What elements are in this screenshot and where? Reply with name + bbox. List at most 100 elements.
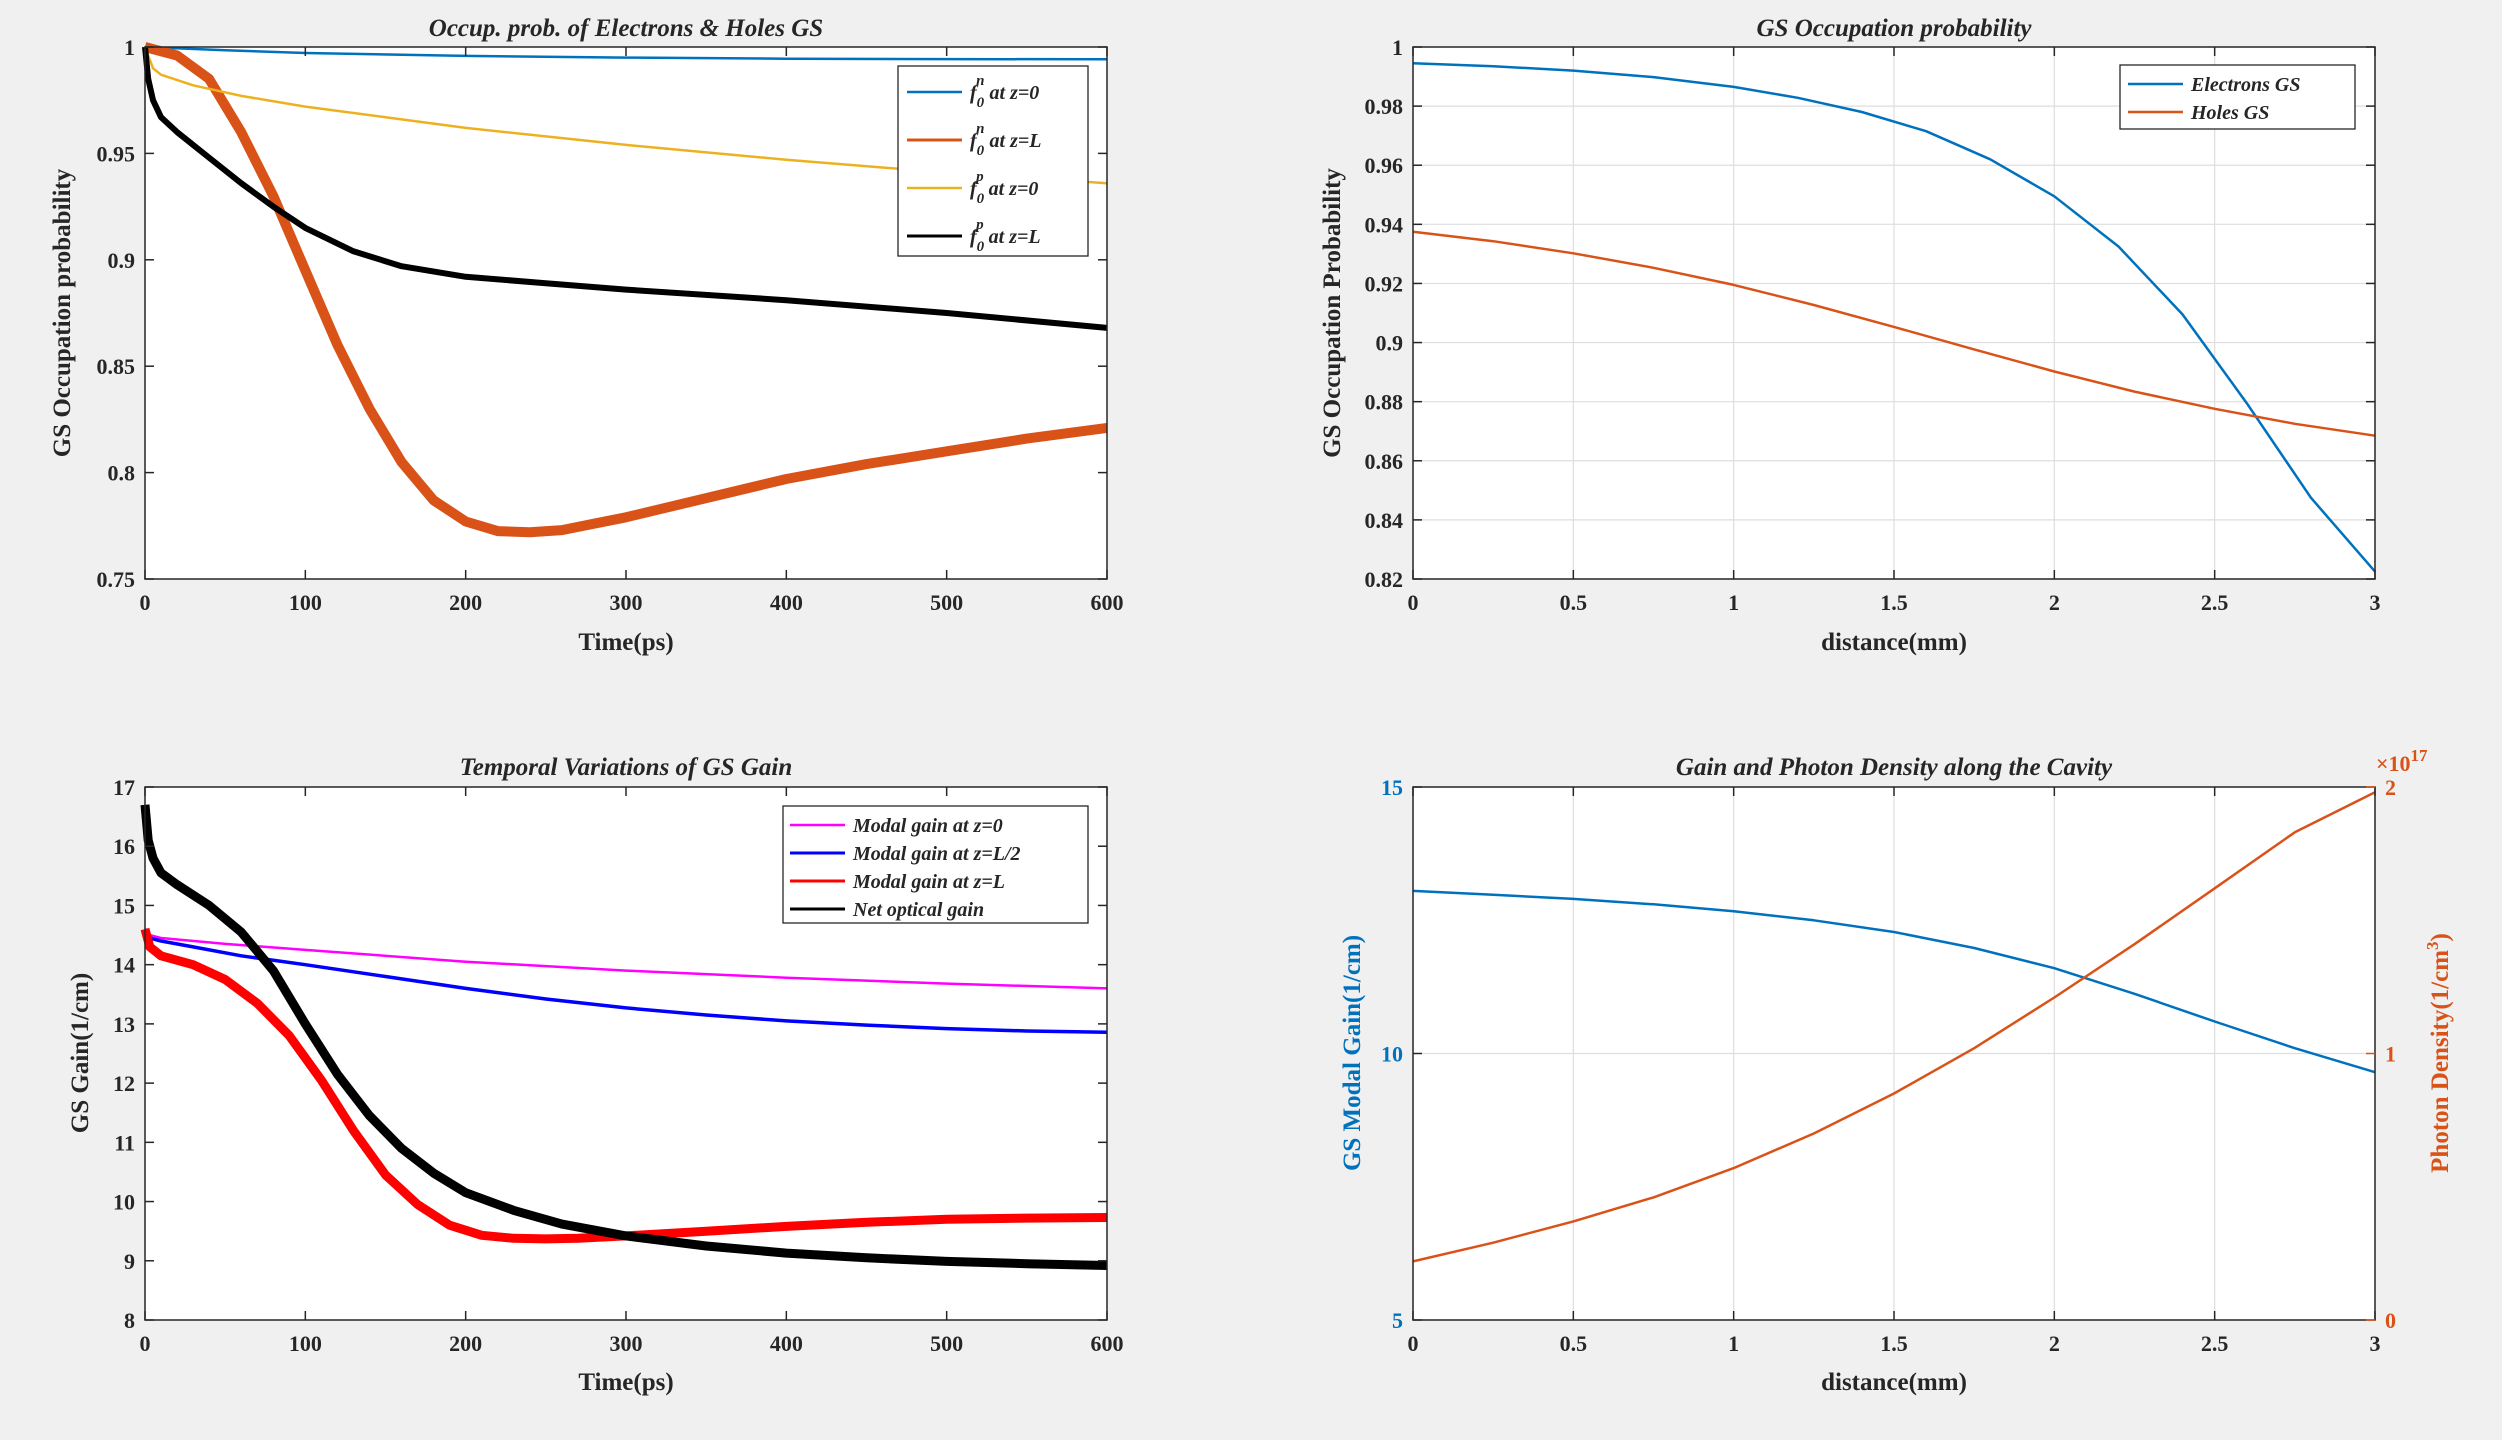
chart-gain-time: 0 100 200 300 400 500 600 8 9 10 11 12 13 14 15 16 17 Te… — [67, 754, 1124, 1396]
legend-label: Modal gain at z=L — [852, 871, 1005, 893]
x-tick-label: 2 — [2049, 590, 2060, 615]
x-axis-label: distance(mm) — [1821, 629, 1967, 656]
series-line-0 — [1412, 62, 2376, 573]
chart-occupation-distance: 0 0.5 1 1.5 2 2.5 3 0.82 0.84 0.86 0.88 0.9 0.92 0.94… — [1319, 15, 2381, 656]
x-tick-label: 500 — [930, 590, 963, 615]
y2-tick-label: 0 — [2385, 1308, 2396, 1333]
y-tick-label: 15 — [1381, 775, 1403, 800]
x-tick-label: 1 — [1728, 590, 1739, 615]
y-tick-label: 10 — [1381, 1042, 1403, 1067]
y-tick-label: 14 — [113, 953, 135, 978]
y-tick-label: 9 — [124, 1249, 135, 1274]
y-tick-label: 0.86 — [1365, 449, 1404, 474]
legend-box — [2119, 64, 2356, 130]
x-tick-label: 1.5 — [1880, 1331, 1908, 1356]
series-line-2 — [143, 46, 1108, 185]
x-tick-label: 0.5 — [1560, 1331, 1588, 1356]
y-tick-label: 0.96 — [1365, 153, 1404, 178]
y-tick-label: 17 — [113, 775, 135, 800]
legend-label: Modal gain at z=0 — [852, 815, 1003, 837]
y-tick-label: 16 — [113, 834, 135, 859]
x-tick-label: 200 — [449, 590, 482, 615]
chart-gain-photon-distance: 0 0.5 1 1.5 2 2.5 3 5 10 15 0 1 2 Gain and Photon De… — [1339, 746, 2454, 1396]
x-tick-label: 2 — [2049, 1331, 2060, 1356]
y-tick-label: 0.82 — [1365, 567, 1404, 592]
legend-label: f0p at z=0 — [970, 169, 1038, 207]
y-tick-label: 0.94 — [1365, 212, 1404, 237]
x-tick-label: 500 — [930, 1331, 963, 1356]
x-axis-label: distance(mm) — [1821, 1369, 1967, 1396]
x-tick-label: 1 — [1728, 1331, 1739, 1356]
y-tick-label: 0.9 — [1376, 331, 1404, 356]
x-axis-label: Time(ps) — [578, 629, 673, 656]
chart-title: Gain and Photon Density along the Cavity — [1676, 754, 2113, 781]
chart-occupation-time: 0 100 200 300 400 500 600 0.75 0.8 0.85 0.9 0.95 1 O… — [49, 15, 1124, 656]
y-tick-label: 13 — [113, 1012, 135, 1037]
series-line-1 — [1412, 230, 2376, 437]
series-line-2 — [140, 927, 1108, 1244]
y-tick-label: 0.92 — [1365, 271, 1404, 296]
y-tick-label: 0.8 — [108, 461, 136, 486]
series-line-1 — [143, 42, 1108, 538]
x-tick-label: 3 — [2370, 590, 2381, 615]
legend-label: Net optical gain — [852, 899, 984, 921]
legend-box — [897, 65, 1089, 257]
x-tick-label: 1.5 — [1880, 590, 1908, 615]
y-axis-label: GS Occupation Probability — [1319, 168, 1346, 458]
x-tick-label: 400 — [770, 1331, 803, 1356]
x-tick-label: 0 — [1408, 590, 1419, 615]
legend-label: f0n at z=L — [970, 121, 1041, 159]
y-tick-label: 0.75 — [97, 567, 136, 592]
x-tick-label: 100 — [289, 1331, 322, 1356]
y2-tick-label: 1 — [2385, 1042, 2396, 1067]
legend: Electrons GS Holes GS — [2119, 64, 2356, 130]
x-tick-label: 100 — [289, 590, 322, 615]
legend-label: Electrons GS — [2190, 74, 2300, 96]
y-tick-label: 5 — [1392, 1308, 1403, 1333]
y-tick-label: 0.85 — [97, 354, 136, 379]
chart-title: Temporal Variations of GS Gain — [460, 754, 792, 781]
y-tick-label: 1 — [124, 35, 135, 60]
y-tick-label: 15 — [113, 893, 135, 918]
y-tick-label: 0.84 — [1365, 508, 1404, 533]
series-line-0 — [144, 45, 1108, 61]
y-tick-label: 0.88 — [1365, 390, 1404, 415]
series-line-0 — [144, 928, 1108, 990]
y-tick-label: 8 — [124, 1308, 135, 1333]
y-axis-label: GS Modal Gain(1/cm) — [1339, 935, 1366, 1171]
series-line-0 — [1412, 889, 2376, 1074]
y2-exponent-label: ×1017 — [2376, 746, 2428, 776]
x-tick-label: 2.5 — [2201, 590, 2229, 615]
y-tick-label: 10 — [113, 1190, 135, 1215]
y2-axis-label: Photon Density(1/cm3) — [2423, 933, 2454, 1173]
x-tick-label: 400 — [770, 590, 803, 615]
series-line-3 — [140, 804, 1108, 1270]
series-line-1 — [1412, 791, 2376, 1263]
legend-label: f0n at z=0 — [970, 73, 1039, 111]
x-tick-label: 0 — [140, 1331, 151, 1356]
chart-title: GS Occupation probability — [1756, 15, 2032, 42]
y-tick-label: 12 — [113, 1071, 135, 1096]
y-tick-label: 1 — [1392, 35, 1403, 60]
series-line-3 — [142, 46, 1108, 331]
y2-tick-label: 2 — [2385, 775, 2396, 800]
x-tick-label: 600 — [1091, 590, 1124, 615]
x-tick-label: 0 — [1408, 1331, 1419, 1356]
x-axis-label: Time(ps) — [578, 1369, 673, 1396]
x-tick-label: 600 — [1091, 1331, 1124, 1356]
x-tick-label: 300 — [610, 1331, 643, 1356]
x-tick-label: 200 — [449, 1331, 482, 1356]
legend: Modal gain at z=0 Modal gain at z=L/2 Moda… — [782, 805, 1089, 924]
x-tick-label: 0 — [140, 590, 151, 615]
x-tick-label: 300 — [610, 590, 643, 615]
x-tick-label: 0.5 — [1560, 590, 1588, 615]
legend-label: Modal gain at z=L/2 — [852, 843, 1021, 865]
series-line-1 — [143, 928, 1108, 1034]
y-tick-label: 11 — [114, 1130, 135, 1155]
y-axis-label: GS Occupation probability — [49, 168, 76, 457]
chart-title: Occup. prob. of Electrons & Holes GS — [429, 15, 823, 42]
x-tick-label: 3 — [2370, 1331, 2381, 1356]
legend: f0n at z=0 f0n at z=L f0p at z=0 f0p at z=L — [897, 65, 1089, 257]
y-axis-label: GS Gain(1/cm) — [67, 973, 94, 1133]
